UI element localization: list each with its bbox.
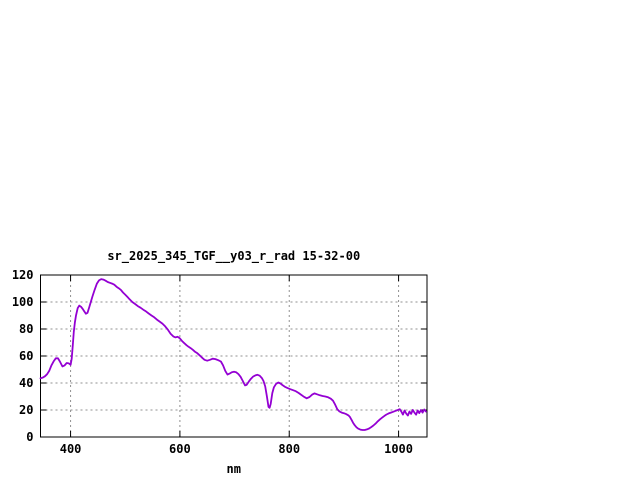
y-tick-label: 60 — [19, 349, 33, 363]
x-tick-label: 800 — [278, 442, 300, 456]
y-tick-label: 100 — [12, 295, 34, 309]
y-tick-label: 80 — [19, 322, 33, 336]
y-tick-label: 40 — [19, 376, 33, 390]
plot-border — [40, 274, 428, 438]
y-tick-label: 120 — [12, 268, 34, 282]
chart-title: sr_2025_345_TGF__y03_r_rad 15-32-00 — [107, 249, 360, 264]
axis-labels: 400 600 800 1000 0 20 40 60 80 100 120 — [12, 268, 413, 456]
y-tick-label: 0 — [26, 430, 33, 444]
y-tick-label: 20 — [19, 403, 33, 417]
data-curve — [39, 278, 427, 431]
x-tick-label: 1000 — [384, 442, 413, 456]
axis-ticks — [40, 274, 427, 438]
x-tick-label: 600 — [169, 442, 191, 456]
x-axis-label: nm — [227, 462, 241, 476]
grid-lines — [40, 275, 427, 437]
spectrum-line — [39, 278, 427, 431]
x-tick-label: 400 — [60, 442, 82, 456]
